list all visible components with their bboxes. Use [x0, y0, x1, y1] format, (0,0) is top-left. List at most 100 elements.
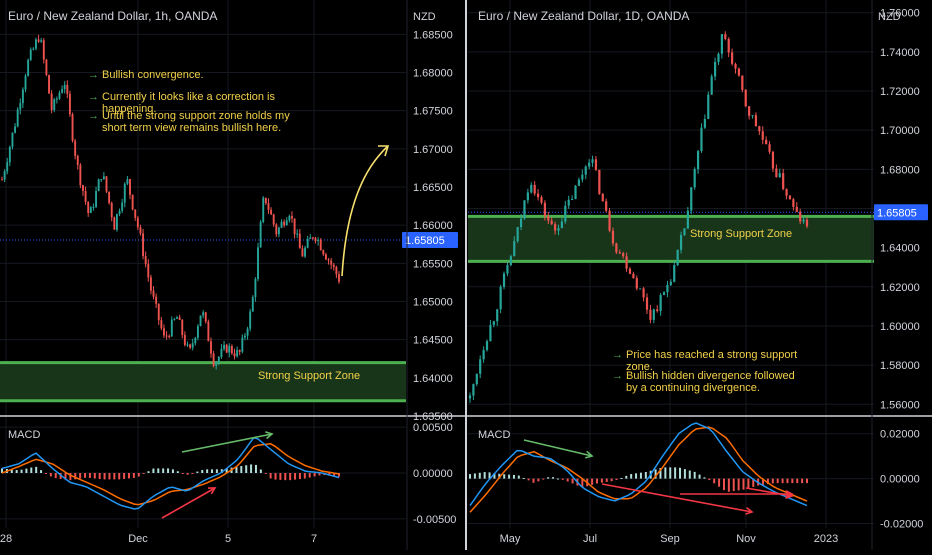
candle-body [139, 227, 142, 234]
time-tick-label: Sep [660, 533, 680, 545]
candle-body [92, 206, 95, 208]
macd-histogram-bar [269, 473, 272, 479]
last-price-label: 1.65805 [402, 232, 458, 249]
candle-body [788, 195, 792, 200]
macd-histogram-bar [776, 478, 779, 484]
price-tick-label: 1.68000 [413, 68, 453, 80]
chart-title[interactable]: Euro / New Zealand Dollar, 1D, OANDA [478, 9, 689, 23]
macd-histogram-bar [279, 473, 282, 480]
macd-histogram-bar [595, 478, 598, 484]
candle-body [717, 53, 720, 62]
candle-body [50, 93, 53, 110]
candle-body [178, 317, 181, 320]
candle-body [516, 227, 519, 242]
macd-histogram-bar [674, 467, 677, 479]
candle-body [666, 284, 669, 293]
candle-body [319, 239, 322, 251]
candles [468, 31, 809, 403]
macd-histogram-bar [132, 473, 135, 478]
candle-body [703, 118, 706, 128]
candle-body [40, 40, 43, 42]
candle-body [744, 89, 747, 107]
macd-histogram-bar [284, 473, 287, 481]
candle-body [68, 93, 71, 115]
candle-body [275, 224, 278, 235]
arrowhead-icon [378, 145, 390, 157]
candle-body [639, 288, 642, 290]
arrow-right-icon: → [612, 370, 623, 382]
annotations: → Bullish convergence.→ Currently it looks… [88, 69, 290, 134]
time-tick-label: Nov [736, 533, 756, 545]
candle-body [280, 221, 283, 228]
candle-body [795, 206, 798, 212]
macd-histogram-bar [630, 474, 633, 479]
candle-body [272, 214, 275, 225]
macd-histogram-bar [752, 478, 755, 487]
candle-body [189, 344, 192, 348]
divergence-arrow [745, 487, 793, 497]
candle-body [246, 328, 249, 336]
macd-histogram-bar [537, 478, 540, 482]
candle-body [475, 373, 478, 385]
macd-histogram-bar [142, 473, 145, 474]
candle-body [536, 193, 540, 198]
macd-histogram-bar [308, 473, 311, 478]
candle-body [673, 265, 676, 282]
candle-body [181, 319, 184, 336]
macd-histogram-bar [615, 478, 618, 480]
macd-histogram-bar [152, 468, 155, 473]
candle-body [700, 127, 703, 151]
macd-histogram-bar [79, 473, 82, 479]
candle-body [6, 162, 9, 172]
candle-body [754, 115, 758, 127]
candle-body [492, 321, 495, 325]
arrow-right-icon: → [612, 349, 623, 361]
svg-text:1.65805: 1.65805 [877, 207, 917, 219]
time-tick-label: 5 [225, 533, 231, 545]
price-tick-label: 1.65000 [413, 297, 453, 309]
macd-histogram-bar [600, 478, 603, 483]
candle-body [105, 176, 108, 192]
candle-body [618, 252, 621, 254]
candle-body [472, 384, 475, 396]
macd-histogram-bar [1, 468, 3, 473]
macd-label: MACD [8, 429, 40, 441]
candle-body [775, 168, 778, 178]
candle-body [792, 199, 795, 207]
macd-histogram-bar [693, 471, 696, 479]
candle-body [144, 256, 147, 265]
candle-body [236, 350, 239, 357]
macd-histogram-bar [527, 478, 530, 481]
candle-body [656, 309, 659, 312]
macd-histogram-bar [781, 478, 784, 484]
candle-body [707, 94, 710, 119]
candle-body [123, 183, 126, 203]
chart-title[interactable]: Euro / New Zealand Dollar, 1h, OANDA [8, 9, 217, 23]
candle-body [87, 201, 90, 213]
candle-body [48, 75, 50, 94]
candle-body [102, 176, 105, 180]
candle-body [330, 260, 333, 265]
candle-body [210, 341, 212, 354]
candle-body [482, 350, 485, 360]
macd-histogram-bar [167, 468, 170, 473]
candle-body [771, 151, 775, 169]
macd-histogram-bar [542, 478, 545, 480]
price-tick-label: 1.76000 [880, 8, 920, 20]
candle-body [131, 194, 134, 210]
macd-histogram-bar [620, 477, 623, 479]
candle-body [805, 219, 809, 227]
candle-body [710, 76, 713, 95]
macd-histogram-bar [93, 473, 96, 479]
macd-histogram-bar [796, 478, 799, 484]
candle-body [95, 191, 97, 207]
candle-body [314, 238, 317, 242]
macd-histogram-bar [664, 467, 667, 479]
candle-body [251, 297, 254, 312]
candle-body [338, 274, 340, 282]
candle-body [277, 227, 280, 235]
candle-body [66, 84, 69, 94]
macd-histogram-bar [30, 467, 33, 473]
candle-body [53, 99, 56, 110]
candle-body [233, 353, 236, 357]
